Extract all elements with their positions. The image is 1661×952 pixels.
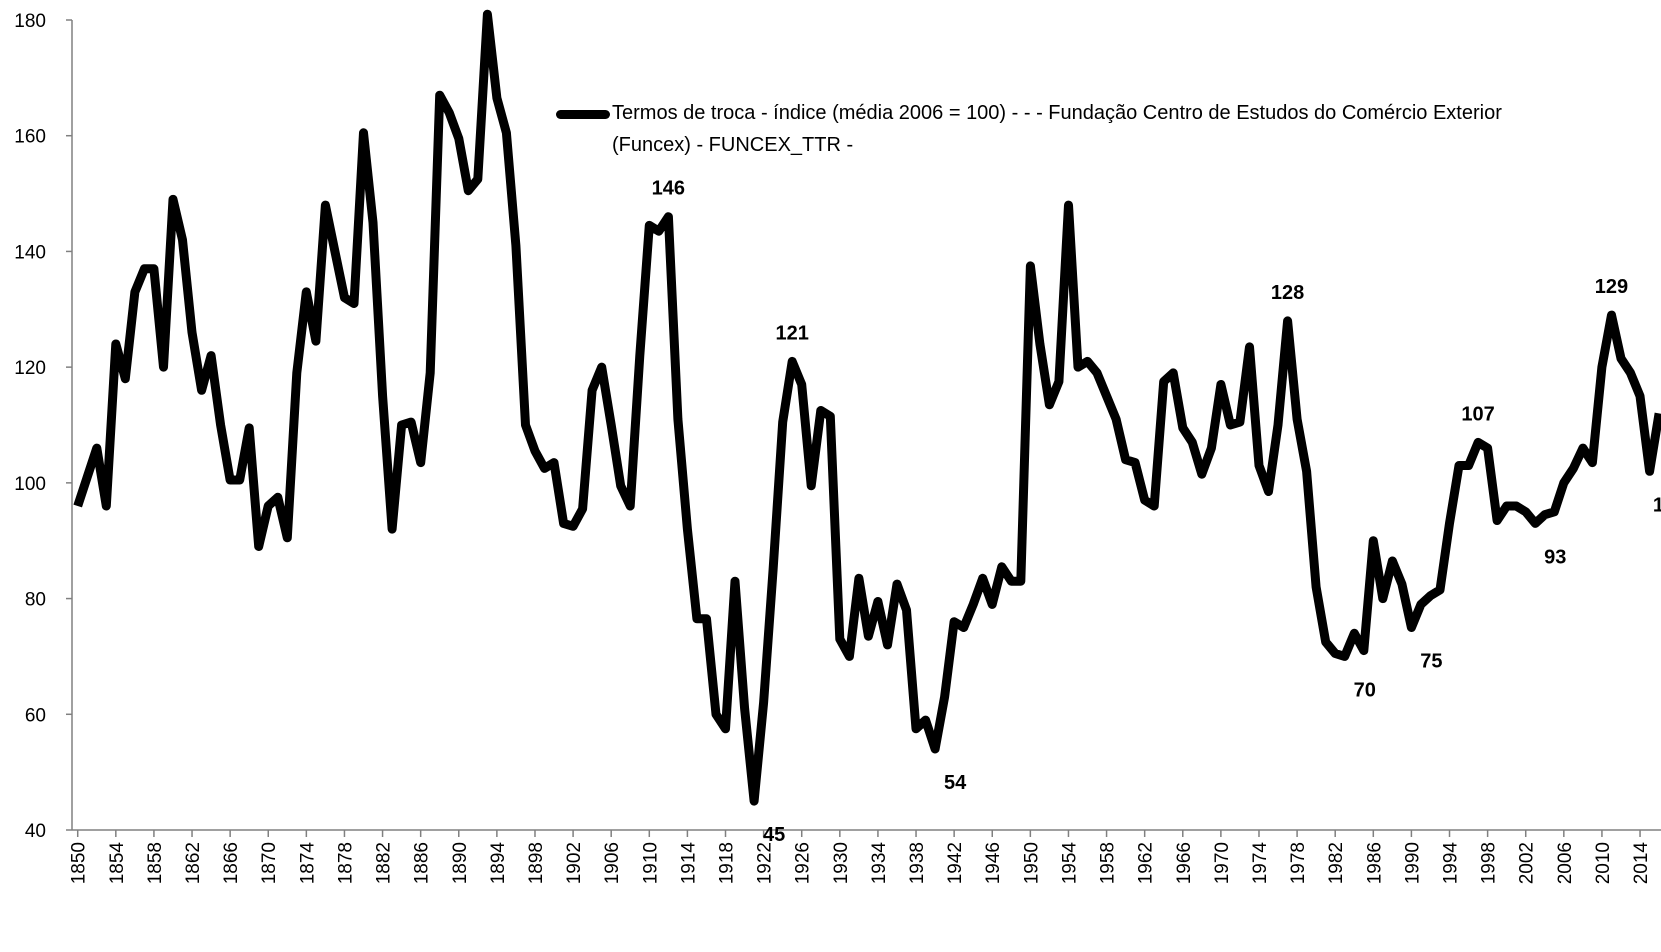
x-tick-label: 2006 — [1555, 842, 1576, 884]
x-tick-label: 1938 — [907, 842, 928, 884]
y-tick-label: 100 — [14, 474, 46, 495]
x-tick-label: 1946 — [983, 842, 1004, 884]
y-tick-label: 140 — [14, 242, 46, 263]
data-label: 121 — [776, 322, 809, 344]
x-tick-label: 1934 — [869, 842, 890, 885]
data-label: 146 — [652, 178, 685, 200]
x-tick-label: 1886 — [412, 842, 433, 884]
y-tick-label: 40 — [25, 821, 46, 842]
x-tick-label: 2010 — [1593, 842, 1614, 884]
x-tick-label: 1902 — [564, 842, 585, 884]
x-tick-label: 1970 — [1212, 842, 1233, 884]
data-label: 129 — [1595, 276, 1628, 298]
x-tick-label: 1858 — [145, 842, 166, 884]
x-tick-label: 1998 — [1479, 842, 1500, 884]
x-tick-label: 1994 — [1441, 842, 1462, 885]
data-label: 45 — [763, 824, 785, 846]
x-tick-label: 1866 — [221, 842, 242, 884]
legend-swatch — [556, 110, 610, 119]
x-tick-label: 1882 — [374, 842, 395, 884]
y-tick-label: 180 — [14, 11, 46, 32]
x-tick-label: 1990 — [1402, 842, 1423, 884]
x-tick-label: 1966 — [1174, 842, 1195, 884]
x-tick-label: 1910 — [640, 842, 661, 884]
data-label: 128 — [1271, 282, 1304, 304]
x-tick-label: 1870 — [259, 842, 280, 884]
x-tick-label: 1950 — [1021, 842, 1042, 884]
x-tick-label: 1978 — [1288, 842, 1309, 884]
x-tick-label: 1942 — [945, 842, 966, 884]
x-tick-label: 1914 — [678, 842, 699, 885]
legend-label: Termos de troca - índice (média 2006 = 1… — [612, 102, 1502, 156]
x-tick-label: 1986 — [1364, 842, 1385, 884]
data-label: 93 — [1544, 546, 1566, 568]
x-tick-label: 1954 — [1059, 842, 1080, 885]
x-tick-label: 1982 — [1326, 842, 1347, 884]
x-tick-label: 1850 — [69, 842, 90, 884]
x-tick-label: 1962 — [1136, 842, 1157, 884]
x-tick-label: 2014 — [1631, 842, 1652, 885]
x-tick-label: 1854 — [107, 842, 128, 885]
line-series — [73, 9, 1661, 806]
y-tick-label: 120 — [14, 358, 46, 379]
x-tick-label: 1958 — [1098, 842, 1119, 884]
x-tick-label: 1930 — [831, 842, 852, 884]
x-tick-label: 1974 — [1250, 842, 1271, 885]
x-tick-label: 1926 — [793, 842, 814, 884]
y-tick-label: 80 — [25, 590, 46, 611]
y-tick-label: 160 — [14, 127, 46, 148]
x-tick-label: 1878 — [335, 842, 356, 884]
y-tick-label: 60 — [25, 705, 46, 726]
x-tick-label: 1918 — [717, 842, 738, 884]
x-tick-label: 1874 — [297, 842, 318, 885]
data-label: 107 — [1461, 403, 1494, 425]
x-tick-label: 1862 — [183, 842, 204, 884]
data-label: 54 — [944, 772, 967, 794]
data-label: 70 — [1354, 679, 1376, 701]
x-tick-label: 2002 — [1517, 842, 1538, 884]
data-label: 102 — [1653, 494, 1661, 516]
x-tick-label: 1890 — [450, 842, 471, 884]
data-label: 75 — [1420, 651, 1442, 673]
x-tick-label: 1898 — [526, 842, 547, 884]
x-tick-label: 1922 — [755, 842, 776, 884]
x-tick-label: 1894 — [488, 842, 509, 885]
x-tick-label: 1906 — [602, 842, 623, 884]
